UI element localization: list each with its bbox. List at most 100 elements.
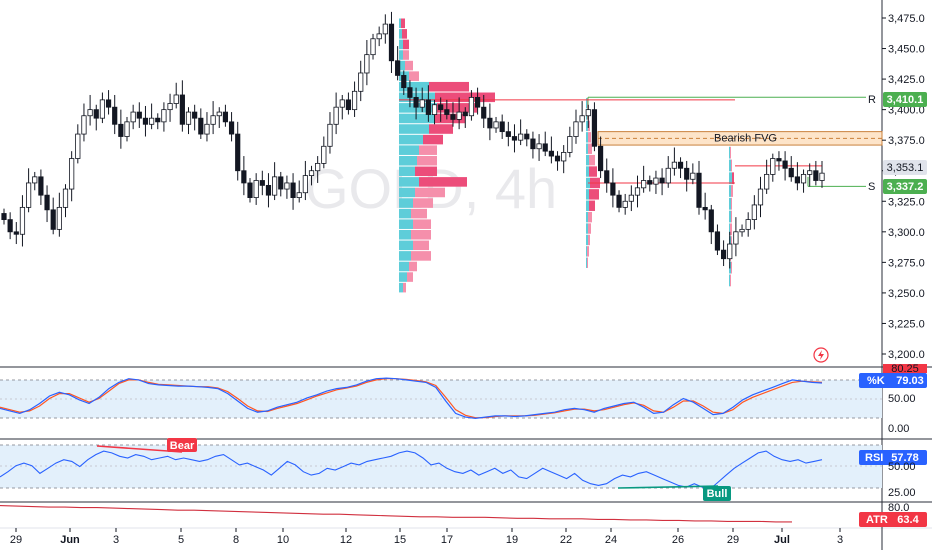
price-tick-label: 3,475.0 [888, 13, 925, 25]
atr-value: 63.4 [897, 514, 919, 526]
candle [622, 193, 628, 215]
candles-series[interactable] [1, 11, 825, 269]
candle-body [339, 99, 345, 108]
profile-bar-up [399, 113, 435, 124]
candle-body [468, 97, 475, 117]
candle-body [610, 182, 616, 196]
candle-body [388, 23, 395, 62]
candle-body [210, 115, 216, 125]
candle-body [124, 121, 130, 137]
candle-body [561, 151, 567, 162]
candle-body [499, 121, 505, 133]
profile-bar-down [731, 197, 732, 210]
candle [149, 103, 155, 130]
candle [376, 26, 382, 47]
candle-body [179, 94, 185, 125]
candle [425, 85, 431, 122]
profile-bar-down [403, 39, 409, 50]
candle-body [315, 162, 321, 172]
candle-body [235, 133, 241, 172]
rsi-pane[interactable]: Bear Bull [0, 438, 882, 501]
candle [124, 116, 130, 142]
profile-bar-down [401, 18, 405, 29]
profile-bar-up [586, 154, 589, 166]
candle-body [474, 97, 481, 108]
candle [474, 87, 481, 115]
profile-bar-down [402, 29, 407, 39]
profile-bar-down [423, 134, 443, 145]
candle [807, 163, 813, 187]
candle-body [167, 103, 173, 111]
candle-body [112, 106, 118, 125]
candle-body [142, 117, 149, 125]
profile-bar-up [399, 187, 415, 198]
profile-bar-down [429, 81, 469, 92]
profile-bar-down [435, 113, 465, 124]
profile-bar-down [417, 155, 437, 166]
profile-bar-up [586, 143, 588, 154]
stochastic-pane[interactable] [0, 377, 882, 420]
candle [604, 158, 610, 193]
candle-body [616, 194, 622, 208]
profile-bar-down [413, 240, 429, 251]
candle [487, 103, 493, 141]
profile-bar-up [399, 134, 423, 145]
time-tick-label: 5 [178, 534, 184, 546]
candle [339, 94, 345, 120]
price-tick-label: 3,425.0 [888, 74, 925, 86]
candle [167, 93, 173, 122]
profile-bar-up [586, 223, 588, 234]
candle-body [358, 72, 364, 92]
profile-bar-up [399, 272, 407, 282]
volume-profiles [399, 18, 734, 293]
last-price: 3,353.1 [887, 162, 924, 174]
candle-body [431, 104, 438, 115]
candle-body [456, 111, 462, 120]
candle-body [684, 167, 690, 180]
stoch-overbought-label: 80.25 [891, 363, 919, 375]
candle [210, 101, 216, 135]
candle-body [136, 111, 142, 119]
time-tick-label: 26 [672, 534, 684, 546]
atr-pane[interactable] [0, 505, 792, 523]
candle-body [259, 180, 265, 186]
profile-bar-down [588, 223, 591, 234]
candle [235, 121, 241, 181]
profile-bar-up [399, 282, 403, 293]
candle [253, 173, 259, 205]
profile-bar-up [399, 145, 419, 155]
profile-bar-down [411, 229, 431, 240]
candle [542, 131, 548, 157]
candle [161, 102, 167, 132]
candle [770, 153, 776, 182]
candle-body [290, 182, 296, 199]
profile-bar-up [399, 177, 419, 187]
bearish-fvg-zone[interactable]: Bearish FVG [597, 131, 883, 146]
profile-bar-up [586, 189, 589, 200]
candle-body [567, 136, 573, 153]
profile-bar-down [407, 272, 413, 282]
candle-body [511, 136, 518, 141]
candle [216, 107, 222, 128]
candle [136, 102, 142, 128]
candle [751, 195, 757, 230]
candle-body [518, 133, 524, 141]
candle [800, 169, 807, 193]
candle [653, 170, 659, 194]
bull-label: Bull [707, 488, 728, 500]
candle-body [69, 158, 75, 190]
bear-divergence-badge: Bear [167, 438, 197, 452]
time-axis[interactable]: 29 Jun 3 5 8 10 12 15 17 19 22 24 26 29 Jul 3 [10, 528, 843, 546]
candle [50, 197, 56, 235]
lightning-icon[interactable] [813, 347, 829, 363]
candle-body [536, 143, 542, 150]
time-tick-label: Jun [60, 534, 80, 546]
volume-profile-1 [399, 18, 495, 293]
candle [87, 94, 93, 126]
candle [351, 81, 358, 117]
time-tick-label: 29 [727, 534, 739, 546]
candle-body [505, 131, 511, 137]
support-letter: S [868, 181, 875, 193]
candle-body [819, 172, 825, 181]
